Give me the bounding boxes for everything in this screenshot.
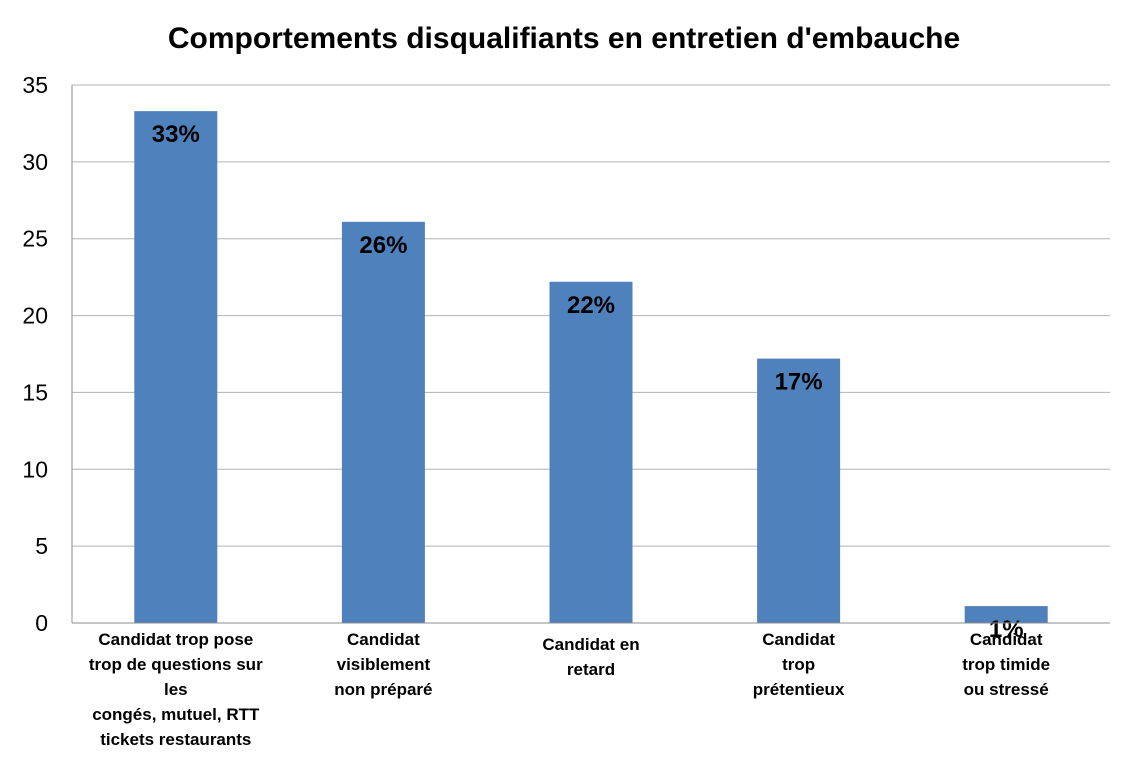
data-label: 33% bbox=[152, 121, 200, 148]
category-label: Candidat bbox=[347, 630, 420, 649]
category-label: retard bbox=[567, 660, 615, 679]
chart-title: Comportements disqualifiants en entretie… bbox=[168, 22, 960, 55]
y-tick-label: 0 bbox=[35, 610, 48, 636]
category-label: trop de questions sur bbox=[89, 655, 263, 674]
y-tick-label: 25 bbox=[22, 226, 48, 252]
category-label: Candidat en bbox=[542, 635, 639, 654]
y-tick-label: 15 bbox=[22, 379, 48, 405]
category-label: visiblement bbox=[337, 655, 431, 674]
y-tick-label: 10 bbox=[22, 456, 48, 482]
category-label: non préparé bbox=[334, 680, 432, 699]
category-label: congés, mutuel, RTT bbox=[92, 705, 260, 724]
category-label: Candidat bbox=[762, 630, 835, 649]
category-label: Candidat trop pose bbox=[98, 630, 253, 649]
y-tick-label: 20 bbox=[22, 303, 48, 329]
x-axis-categories: Candidat trop pose trop de questions sur l… bbox=[89, 630, 1050, 749]
y-axis-ticks: 0 5 10 15 20 25 30 35 bbox=[22, 72, 48, 636]
category-label: trop bbox=[782, 655, 815, 674]
bar bbox=[341, 221, 425, 623]
data-label: 26% bbox=[359, 232, 407, 259]
data-labels: 33% 26% 22% 17% 1% bbox=[152, 121, 1024, 643]
bar bbox=[964, 606, 1048, 623]
bar bbox=[134, 111, 218, 623]
bars bbox=[134, 111, 1048, 623]
category-label: prétentieux bbox=[753, 680, 845, 699]
bar bbox=[757, 358, 841, 623]
category-label: tickets restaurants bbox=[100, 730, 251, 749]
category-label: ou stressé bbox=[964, 680, 1049, 699]
data-label: 1% bbox=[989, 616, 1024, 643]
category-label: Candidat bbox=[970, 630, 1043, 649]
y-tick-label: 5 bbox=[35, 533, 48, 559]
category-label: les bbox=[164, 680, 188, 699]
y-tick-label: 30 bbox=[22, 149, 48, 175]
data-label: 22% bbox=[567, 292, 615, 319]
data-label: 17% bbox=[775, 369, 823, 396]
category-label: trop timide bbox=[962, 655, 1050, 674]
bar bbox=[549, 281, 633, 623]
y-tick-label: 35 bbox=[22, 72, 48, 98]
